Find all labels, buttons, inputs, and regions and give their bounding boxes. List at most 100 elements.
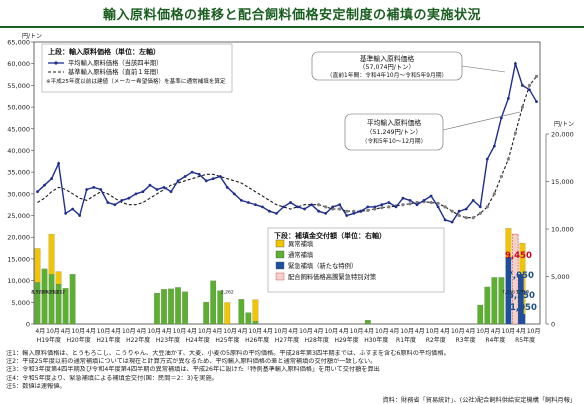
avg-point [366, 205, 370, 209]
left-tick-label: 15,000 [7, 255, 30, 263]
avg-point [225, 185, 229, 189]
x-quarter-label: 10月 [249, 328, 263, 335]
avg-point [282, 205, 285, 209]
x-quarter-label: 10月 [375, 328, 389, 335]
bar-abnormal [55, 271, 62, 285]
callout-avg-box [344, 113, 444, 151]
big-value-label: 9,450 [505, 251, 532, 261]
avg-point [246, 201, 250, 204]
lower-legend-box [267, 227, 445, 293]
bar-value-label: 2,262 [221, 290, 234, 296]
x-quarter-label: 4月 [238, 328, 248, 335]
avg-point [408, 198, 412, 202]
base-point [317, 203, 321, 207]
base-point [457, 213, 461, 218]
avg-point [197, 172, 201, 176]
x-quarter-label: 4月 [440, 328, 450, 335]
left-axis-unit: 円/トン [22, 33, 42, 40]
bar-normal [69, 274, 76, 325]
x-quarter-label: 10月 [147, 328, 161, 335]
x-quarter-label: 4月 [364, 328, 374, 335]
callout-avg-label: 平均輸入原料価格 [367, 118, 422, 127]
x-quarter-label: 4月 [86, 328, 96, 335]
x-fy-label: H27年度 [275, 336, 299, 344]
upper-legend-box [41, 43, 233, 93]
bar-value-label: 5,232 [45, 290, 58, 296]
left-tick-label: 65,000 [7, 39, 30, 47]
callout-avg-value: （51,249円/トン） [366, 128, 422, 136]
base-point [492, 192, 496, 196]
avg-point [345, 214, 349, 217]
base-point [408, 202, 412, 206]
avg-point [141, 190, 145, 194]
avg-point [106, 201, 110, 204]
x-quarter-label: 10月 [502, 328, 516, 335]
big-value-label: 7,050 [507, 271, 534, 281]
bar-special [512, 233, 519, 325]
base-point [352, 209, 356, 213]
avg-point [443, 218, 447, 222]
bar-normal [484, 286, 491, 325]
x-quarter-label: 10月 [476, 328, 490, 335]
bar-normal [203, 302, 210, 325]
x-quarter-label: 10月 [324, 328, 338, 335]
x-quarter-label: 10月 [173, 328, 187, 335]
left-tick-label: 40,000 [7, 147, 30, 155]
bar-normal [182, 291, 188, 325]
avg-point [134, 192, 138, 196]
avg-point [85, 188, 89, 191]
footnotes: 注1：輸入原料価格は、とうもろこし、こうりゃん、大豆油かす、大麦、小麦の5原料の… [6, 350, 580, 391]
avg-point [261, 205, 264, 209]
bar-normal [491, 277, 498, 325]
lower-legend-swatch [275, 250, 285, 259]
avg-point [436, 205, 440, 209]
avg-point [275, 211, 278, 215]
legend-avg-label: 平均輸入原料価格（当該四半期） [68, 58, 162, 67]
footnote: 注5：数値は速報値。 [6, 382, 66, 390]
avg-point [310, 203, 313, 207]
big-value-label: 1,050 [510, 303, 537, 313]
upper-legend-heading: 上段：輸入原料価格（単位：左軸） [48, 47, 160, 56]
base-point [324, 205, 328, 209]
avg-point [528, 88, 531, 92]
avg-point [352, 211, 356, 215]
x-quarter-label: 4月 [213, 328, 223, 335]
avg-point [429, 194, 433, 198]
avg-point [478, 205, 482, 209]
x-quarter-label: 4月 [466, 328, 476, 335]
bar-normal [62, 288, 69, 325]
callout-avg-pointer [442, 111, 521, 131]
bar-normal [252, 321, 259, 325]
avg-point [148, 183, 152, 187]
avg-point [211, 177, 215, 181]
avg-point [422, 198, 426, 202]
avg-point [514, 62, 517, 66]
base-point [485, 205, 489, 209]
x-quarter-label: 10月 [122, 328, 136, 335]
right-axis-unit: 円/トン [554, 121, 574, 128]
x-quarter-label: 4月 [137, 328, 147, 335]
upper-legend-note: ※平成25年度以前は建値（メーカー希望価格）を基準に通常補填を算定 [46, 77, 226, 85]
base-point [429, 200, 433, 205]
right-tick-label: 15,000 [551, 178, 574, 186]
avg-point [57, 162, 60, 165]
base-point [499, 174, 503, 179]
page-title: 輸入原料価格の推移と配合飼料価格安定制度の補填の実施状況 [102, 8, 481, 23]
bar-normal [238, 299, 245, 325]
x-quarter-label: 10月 [274, 328, 288, 335]
callout-base-pointer [461, 65, 506, 73]
base-point [415, 200, 419, 205]
avg-point [303, 207, 306, 211]
base-point [387, 205, 391, 209]
left-tick-label: 60,000 [7, 60, 30, 68]
avg-point [450, 220, 454, 224]
big-value-label: 5,250 [508, 291, 535, 301]
base-point [527, 83, 532, 87]
avg-point [359, 209, 363, 213]
base-point [345, 209, 349, 213]
left-tick-label: 35,000 [7, 169, 30, 177]
bar-normal [48, 274, 55, 325]
right-tick-label: 10,000 [551, 226, 574, 234]
bar-normal [498, 277, 505, 325]
base-point [506, 157, 510, 161]
